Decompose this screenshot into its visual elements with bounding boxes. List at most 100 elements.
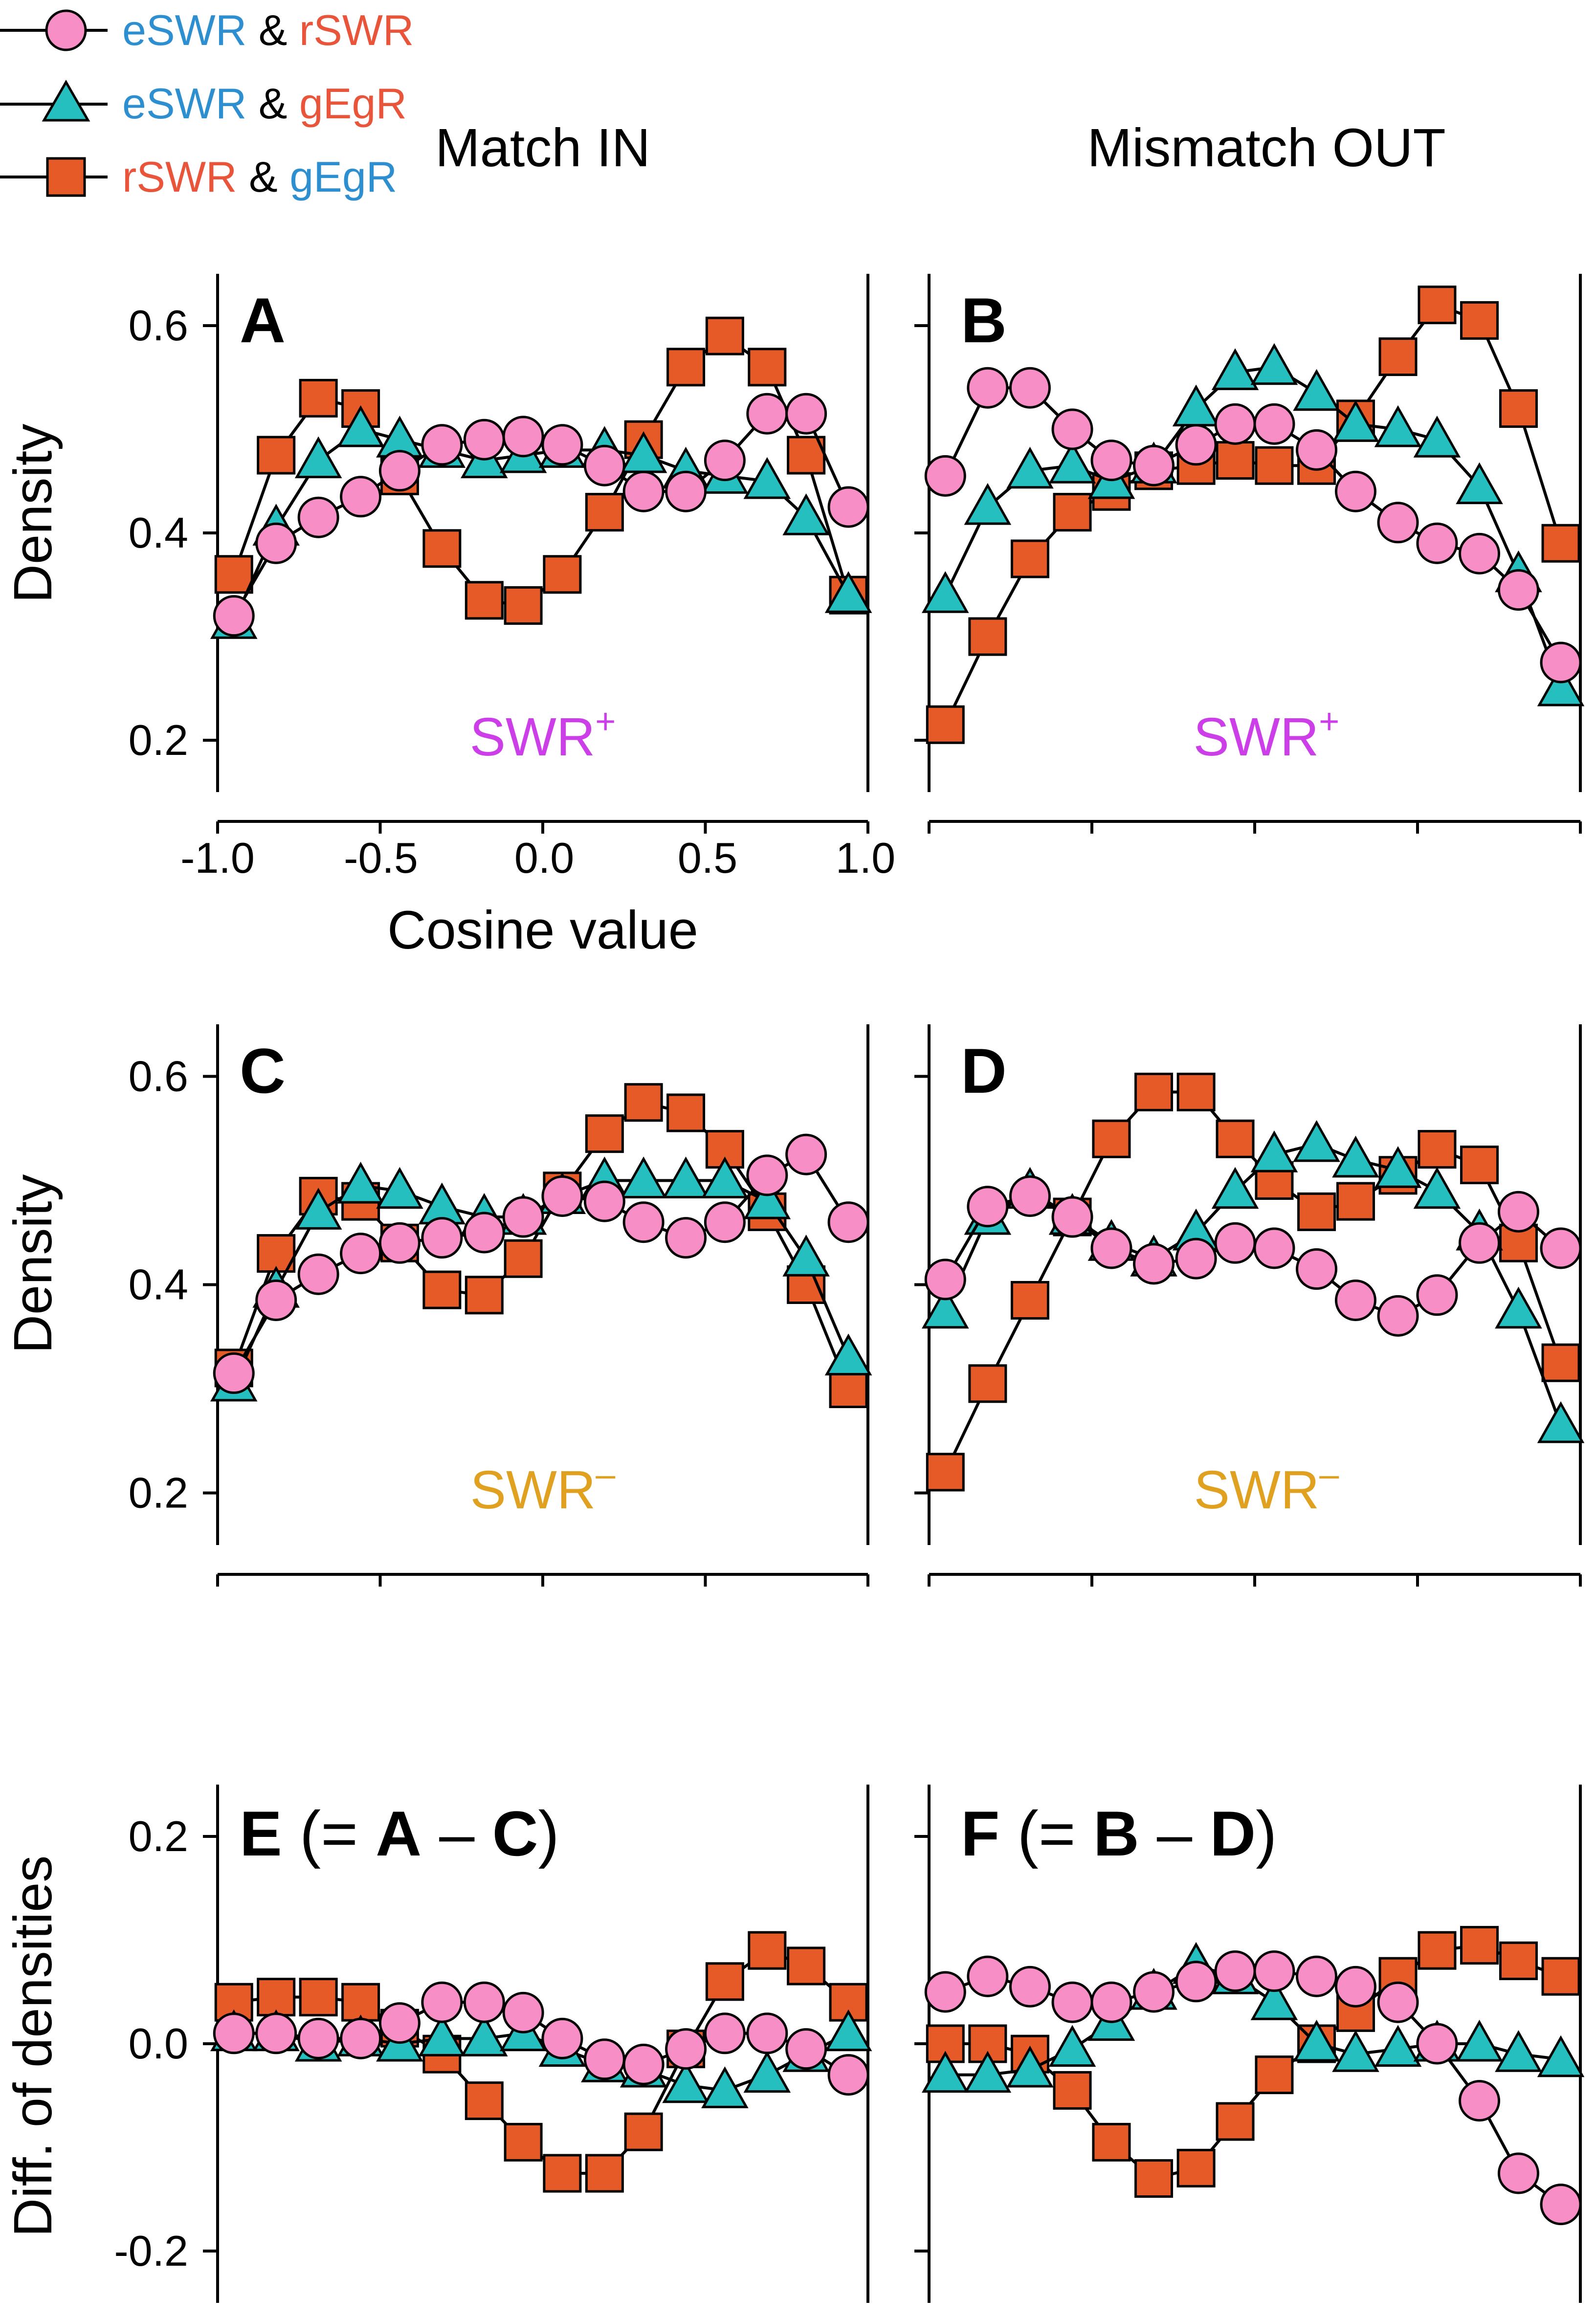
data-point-square <box>829 1369 868 1408</box>
data-point-circle <box>924 455 966 497</box>
condition-label-C: SWR– <box>470 1455 616 1520</box>
data-point-circle <box>704 440 746 482</box>
data-point-circle <box>1090 1227 1132 1269</box>
data-point-circle <box>340 1233 382 1275</box>
data-point-circle <box>1377 1981 1419 2023</box>
data-point-square <box>1499 389 1538 428</box>
y-tick-label: 0.4 <box>129 1260 188 1309</box>
data-point-square <box>1176 1072 1216 1111</box>
data-point-triangle <box>1374 2025 1422 2067</box>
data-point-circle <box>1051 408 1093 450</box>
data-point-circle <box>378 2002 421 2044</box>
y-tick-label: 0.2 <box>129 1812 188 1860</box>
data-point-circle <box>827 486 869 528</box>
data-point-square <box>422 1270 462 1309</box>
data-point-triangle <box>1537 2035 1585 2077</box>
legend-part: gEgR <box>299 79 407 128</box>
data-point-square <box>787 1946 826 1986</box>
data-point-circle <box>541 2017 583 2059</box>
data-point-circle <box>502 1196 544 1238</box>
panel-title-part: – <box>1139 1798 1210 1869</box>
data-point-circle <box>297 496 339 538</box>
data-point-circle <box>1175 1961 1217 2003</box>
data-point-circle <box>1416 522 1458 564</box>
data-point-circle <box>1009 1175 1051 1217</box>
data-point-square <box>1092 1119 1131 1158</box>
data-point-circle <box>213 595 255 637</box>
data-point-circle <box>1334 1279 1376 1321</box>
data-point-square <box>504 1239 543 1278</box>
data-point-triangle <box>1293 1120 1340 1162</box>
data-point-square <box>1176 2148 1216 2187</box>
data-point-circle <box>255 1279 297 1321</box>
legend-part: & <box>246 6 299 54</box>
y-tick-label: 0.0 <box>129 2019 188 2068</box>
data-point-circle <box>1459 532 1501 574</box>
data-point-triangle <box>1211 348 1259 390</box>
data-point-square <box>624 1083 663 1122</box>
data-point-circle <box>502 416 544 458</box>
data-point-circle <box>583 2038 625 2080</box>
data-point-square <box>705 1962 744 2001</box>
panel-title-part: ) <box>538 1798 559 1869</box>
data-point-triangle <box>1456 462 1503 505</box>
data-point-triangle <box>1456 2019 1503 2062</box>
data-point-triangle <box>1048 2025 1096 2067</box>
data-point-circle <box>785 1133 827 1175</box>
data-point-triangle <box>964 2051 1012 2093</box>
legend-part: eSWR <box>122 79 246 128</box>
data-point-circle <box>378 450 421 492</box>
series-line-square <box>233 1948 850 2175</box>
data-point-square <box>926 705 965 744</box>
data-point-triangle <box>1006 2045 1054 2088</box>
y-tick-label: 0.4 <box>129 508 188 557</box>
data-point-circle <box>463 1981 505 2023</box>
data-point-circle <box>1459 1222 1501 1264</box>
data-point-square <box>1010 539 1049 578</box>
x-tick-label: -0.5 <box>344 834 418 882</box>
data-point-square <box>214 555 253 594</box>
data-point-circle <box>827 2054 869 2096</box>
data-point-triangle <box>662 2061 709 2103</box>
data-point-circle <box>1214 403 1256 445</box>
panel-title-part: C <box>492 1798 538 1869</box>
data-point-circle <box>924 1971 966 2013</box>
data-point-triangle <box>337 1162 384 1204</box>
panel-A: 0.2 0.4 0.6 <box>129 274 872 834</box>
legend-part: gEgR <box>289 153 397 201</box>
data-point-square <box>299 378 338 418</box>
data-point-circle <box>1051 1196 1093 1238</box>
panel-E: -0.2 0.0 0.2 <box>114 1785 872 2303</box>
data-point-triangle <box>461 2014 508 2056</box>
series-line-circle <box>234 2001 849 2076</box>
condition-text: SWR <box>470 1460 596 1520</box>
data-point-circle <box>785 393 827 435</box>
series-line-square <box>944 1090 1562 1473</box>
data-point-circle <box>746 393 788 435</box>
data-point-circle <box>1051 1981 1093 2023</box>
data-point-triangle <box>824 2009 872 2052</box>
data-point-circle <box>340 2017 382 2059</box>
legend-label-circle: eSWR & rSWR <box>122 6 414 54</box>
x-tick-label: 1.0 <box>836 834 895 882</box>
y-tick-label: 0.2 <box>129 716 188 764</box>
data-point-triangle <box>1006 446 1054 489</box>
series-line-circle <box>232 1152 850 1374</box>
data-point-circle <box>1459 2080 1501 2122</box>
y-tick-label: 0.6 <box>129 301 188 350</box>
data-point-square <box>1216 2102 1255 2141</box>
data-point-triangle <box>1374 1146 1422 1188</box>
data-point-circle <box>340 476 382 518</box>
data-point-triangle <box>1374 405 1422 447</box>
condition-text: SWR <box>1194 707 1319 767</box>
data-point-triangle <box>294 436 342 479</box>
y-tick-label: 0.6 <box>129 1052 188 1101</box>
data-point-circle <box>704 1201 746 1243</box>
data-point-square <box>1460 301 1499 340</box>
data-point-circle <box>1133 1971 1175 2013</box>
data-point-square <box>1541 524 1580 563</box>
series-line-square <box>232 334 850 607</box>
column-title-left: Match IN <box>435 118 650 178</box>
legend-part: rSWR <box>122 153 237 201</box>
data-point-circle <box>1416 1274 1458 1316</box>
